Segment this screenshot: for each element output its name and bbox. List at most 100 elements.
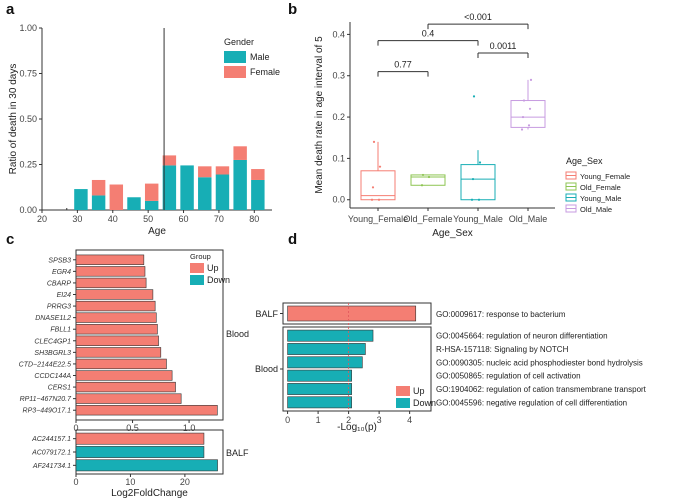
panel-b-point [370,198,374,201]
panel-a-bar-male [144,200,159,210]
panel-b-legend-label: Old_Female [580,183,621,192]
panel-c-balf-x-tick-label: 20 [180,477,190,487]
panel-d-blood-bar [287,356,363,369]
panel-b-box [460,164,496,201]
panel-c-gene-label: DNASE1L2 [35,315,71,322]
panel-d-term-label: GO:0045664: regulation of neuron differe… [436,332,608,341]
panel-b-comparison-pvalue: 0.77 [394,60,412,70]
panel-b-point [377,198,381,201]
panel-a-legend-title: Gender [224,37,254,47]
panel-d-x-tick-label: 3 [377,415,382,425]
panel-b-point [427,175,431,179]
panel-c-blood-x-tick-label: 1.0 [183,423,196,433]
panel-c-blood-bar [75,347,162,358]
panel-a-x-tick-label: 20 [37,214,47,224]
panel-b-point [527,124,531,127]
panel-b-point [477,198,481,201]
panel-a-bar-male [198,177,212,210]
panel-a-bar-male [251,179,265,210]
panel-c-gene-label: CERS1 [48,385,71,392]
panel-b-point [420,184,424,187]
panel-c-legend-title: Group [190,252,211,261]
panel-label-a: a [6,1,15,18]
panel-c-gene-label: RP11−467N20.7 [20,396,73,403]
panel-a-bar-female [251,169,265,180]
panel-c-blood-bar [75,381,176,393]
panel-c-blood-bar [75,393,182,404]
panel-a-x-tick-label: 70 [214,214,224,224]
panel-c-blood-bar [75,300,156,312]
panel-c-gene-label: SH3BGRL3 [34,350,71,357]
panel-c-legend-label-up: Up [207,263,219,273]
panel-b-point [372,140,376,143]
panel-d-x-axis-label: -Log₁₀(p) [337,422,377,433]
panel-c-blood-bar [75,335,159,346]
panel-d-term-label: GO:0045596: negative regulation of cell … [436,398,627,407]
panel-b-legend-label: Young_Male [580,194,621,203]
panel-b-x-axis-label: Age_Sex [432,228,473,239]
panel-a-bar-female [109,184,124,210]
panel-c-gene-label: EGR4 [52,269,71,276]
panel-a-bar-female [215,166,230,175]
panel-label-d: d [288,231,297,248]
panel-b-point [471,177,475,181]
panel-b-point [472,95,476,98]
panel-c-blood-frame [75,249,224,421]
panel-c-balf-x-tick-label: 0 [73,477,78,487]
panel-b-box [410,174,446,186]
panel-c-gene-label: AC079172.1 [31,450,71,457]
panel-c-gene-label: AC244157.1 [31,436,71,443]
panel-a-bar-female [162,155,177,166]
panel-a-bar-male [74,189,88,210]
panel-c-blood-bar [75,358,167,370]
panel-c-gene-label: CLEC4GP1 [34,338,71,345]
panel-c-blood-bar [75,405,218,416]
panel-d-legend-swatch-up [396,386,410,396]
panel-b-point [528,107,532,110]
panel-c-legend-swatch-up [190,263,204,273]
panel-d-balf-label: BALF [255,309,278,319]
panel-a-bar-male [233,159,247,210]
panel-b-x-tick-label: Old_Male [509,214,548,224]
panel-a-bar-female [144,183,159,201]
panel-c-blood-bar [75,254,145,265]
panel-b-y-tick-label: 0.1 [332,153,345,163]
panel-b-point [529,78,533,81]
panel-b-box [510,100,546,128]
panel-a-y-axis-label: Ratio of death in 30 days [8,64,19,175]
panel-c-blood-bar [75,324,158,335]
panel-d-blood-bar [287,383,352,395]
panel-a-bar-male [127,197,141,210]
panel-c-legend-swatch-down [190,275,204,285]
panel-a-bar-male [215,174,230,210]
panel-b-comparison-pvalue: <0.001 [464,12,492,22]
panel-b-point [522,99,526,102]
panel-a-legend-label-male: Male [250,52,270,62]
panel-d-blood-bar [287,329,374,342]
panel-c-blood-bar [75,266,146,277]
panel-d-legend-label-up: Up [413,386,425,396]
panel-c-blood-x-tick-label: 0 [73,423,78,433]
panel-a-x-tick-label: 60 [179,214,189,224]
panel-d-term-label: GO:0090305: nucleic acid phosphodiester … [436,358,643,367]
panel-a-y-tick-label: 0.00 [19,205,37,215]
panel-c-x-axis-label: Log2FoldChange [111,488,188,499]
panel-c-gene-label: FBLL1 [50,327,71,334]
panel-c-legend-label-down: Down [207,275,230,285]
panel-c-balf-bar [75,459,218,472]
panel-c-gene-label: RP3−449O17.1 [23,408,72,415]
panel-a-legend-label-female: Female [250,67,280,77]
panel-d-balf-bar [287,305,417,322]
panel-b-legend-title: Age_Sex [566,156,603,166]
panel-d-x-tick-label: 4 [407,415,412,425]
panel-d-blood-label: Blood [255,364,278,374]
panel-b-x-tick-label: Young_Female [348,214,408,224]
panel-c-blood-label: Blood [226,329,249,339]
panel-b-point [470,198,474,201]
panel-b-comparison-pvalue: 0.4 [422,29,435,39]
panel-d-legend-label-down: Down [413,398,436,408]
panel-a-legend-swatch-male [224,51,246,63]
panel-d-term-label: GO:0009617: response to bacterium [436,310,566,319]
panel-d-term-label: R-HSA-157118: Signaling by NOTCH [436,345,569,354]
